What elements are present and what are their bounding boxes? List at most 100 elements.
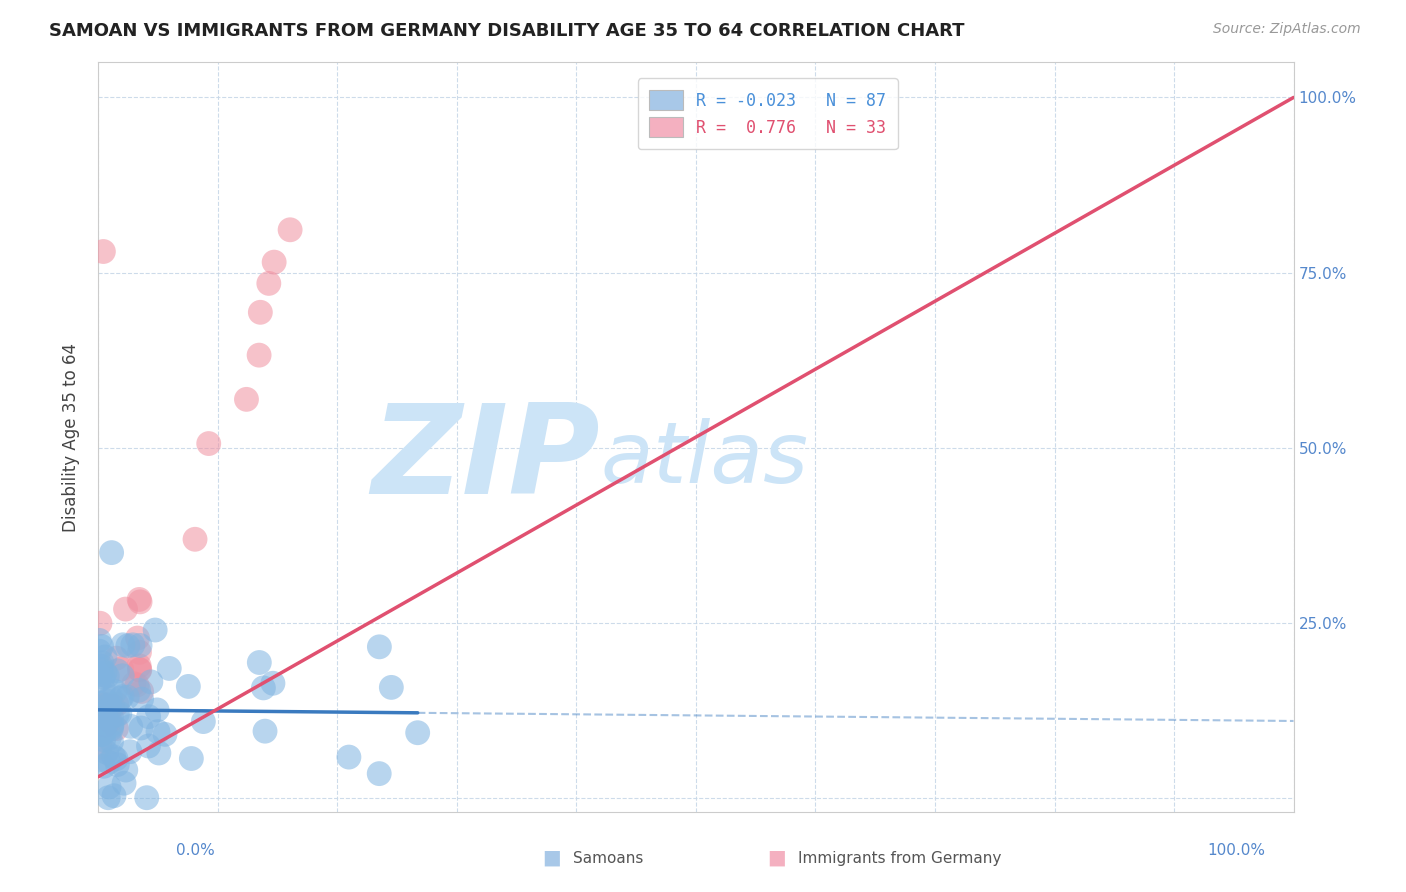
Point	[278, 223, 301, 237]
Point	[111, 662, 134, 676]
Point	[90, 706, 112, 720]
Point	[105, 698, 128, 712]
Point	[90, 728, 112, 742]
Point	[129, 595, 152, 609]
Text: Source: ZipAtlas.com: Source: ZipAtlas.com	[1213, 22, 1361, 37]
Point	[94, 718, 117, 732]
Point	[114, 763, 136, 777]
Point	[138, 739, 160, 753]
Point	[111, 638, 134, 652]
Point	[96, 745, 118, 759]
Point	[235, 392, 257, 407]
Point	[128, 663, 150, 677]
Y-axis label: Disability Age 35 to 64: Disability Age 35 to 64	[62, 343, 80, 532]
Point	[93, 244, 115, 259]
Point	[118, 745, 141, 759]
Point	[105, 722, 128, 736]
Point	[247, 348, 270, 362]
Point	[104, 684, 127, 698]
Point	[368, 766, 391, 780]
Point	[87, 753, 110, 767]
Point	[257, 277, 280, 291]
Point	[98, 780, 121, 794]
Point	[249, 305, 271, 319]
Point	[127, 631, 149, 645]
Legend: R = -0.023   N = 87, R =  0.776   N = 33: R = -0.023 N = 87, R = 0.776 N = 33	[638, 78, 897, 149]
Point	[139, 674, 162, 689]
Point	[128, 658, 150, 673]
Text: SAMOAN VS IMMIGRANTS FROM GERMANY DISABILITY AGE 35 TO 64 CORRELATION CHART: SAMOAN VS IMMIGRANTS FROM GERMANY DISABI…	[49, 22, 965, 40]
Point	[97, 790, 120, 805]
Point	[100, 546, 122, 560]
Point	[98, 701, 121, 715]
Point	[90, 700, 112, 714]
Point	[131, 684, 153, 698]
Text: Samoans: Samoans	[574, 851, 644, 865]
Point	[135, 790, 157, 805]
Point	[89, 644, 111, 658]
Point	[97, 756, 120, 770]
Point	[380, 681, 402, 695]
Point	[98, 731, 121, 745]
Point	[89, 696, 111, 710]
Point	[128, 683, 150, 698]
Point	[96, 714, 118, 729]
Point	[193, 714, 215, 729]
Point	[89, 633, 111, 648]
Point	[93, 732, 115, 747]
Point	[129, 639, 152, 653]
Point	[94, 665, 117, 680]
Point	[100, 710, 122, 724]
Point	[368, 640, 391, 654]
Point	[153, 727, 176, 741]
Point	[146, 703, 169, 717]
Point	[93, 698, 115, 713]
Point	[247, 656, 270, 670]
Point	[105, 706, 128, 721]
Point	[157, 661, 180, 675]
Point	[111, 690, 134, 704]
Point	[180, 751, 202, 765]
Point	[97, 698, 120, 712]
Text: Immigrants from Germany: Immigrants from Germany	[799, 851, 1001, 865]
Point	[252, 681, 274, 695]
Point	[111, 669, 134, 683]
Point	[108, 706, 131, 721]
Point	[93, 682, 115, 697]
Text: ▪: ▪	[766, 844, 787, 872]
Point	[128, 592, 150, 607]
Point	[90, 667, 112, 681]
Point	[93, 726, 115, 740]
Point	[90, 656, 112, 670]
Point	[131, 692, 153, 706]
Point	[337, 750, 360, 764]
Point	[101, 719, 124, 733]
Point	[125, 678, 148, 692]
Point	[138, 709, 160, 723]
Text: atlas: atlas	[600, 418, 808, 501]
Point	[90, 662, 112, 676]
Point	[184, 533, 207, 547]
Point	[120, 719, 142, 733]
Point	[112, 776, 135, 790]
Point	[143, 623, 166, 637]
Point	[94, 649, 117, 664]
Point	[262, 676, 284, 690]
Point	[254, 724, 277, 739]
Point	[128, 645, 150, 659]
Point	[89, 740, 111, 755]
Text: ▪: ▪	[541, 844, 562, 872]
Point	[89, 721, 111, 735]
Point	[100, 722, 122, 736]
Point	[93, 759, 115, 773]
Point	[129, 721, 152, 735]
Point	[90, 728, 112, 742]
Point	[93, 670, 115, 684]
Point	[90, 659, 112, 673]
Point	[103, 789, 125, 803]
Point	[101, 699, 124, 714]
Point	[110, 691, 132, 706]
Point	[89, 616, 111, 631]
Point	[90, 724, 112, 739]
Point	[94, 698, 117, 712]
